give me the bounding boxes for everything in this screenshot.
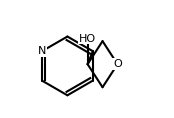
Text: N: N [38,46,46,56]
Text: O: O [113,59,122,69]
Text: HO: HO [79,34,96,44]
